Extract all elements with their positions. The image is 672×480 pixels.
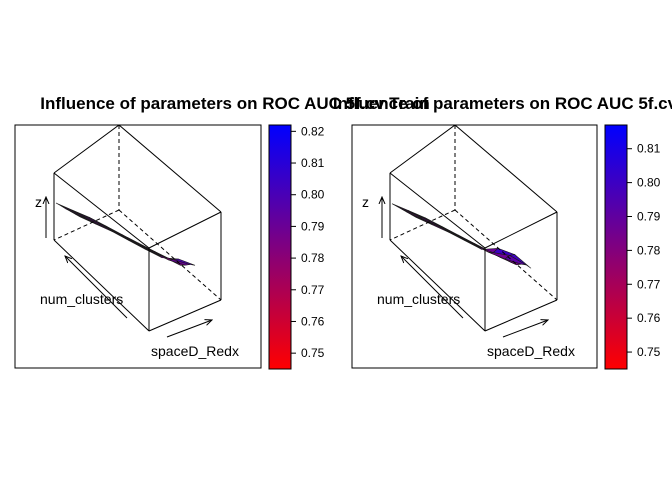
box-edge xyxy=(454,124,558,213)
box-edge xyxy=(148,211,222,249)
box-edge-hidden xyxy=(53,209,120,241)
box-edge xyxy=(148,299,222,332)
colorbar-tick-label: 0.81 xyxy=(301,156,325,170)
colorbar-1: 0.75 0.76 0.77 0.78 0.79 0.80 0.81 0.82 xyxy=(268,124,325,370)
x-axis-arrow xyxy=(502,320,548,338)
colorbar-tick-label: 0.75 xyxy=(301,346,325,360)
y-axis-label-1: num_clusters xyxy=(40,291,123,307)
box-edge-hidden xyxy=(454,209,558,301)
bounding-box-2 xyxy=(382,124,558,338)
colorbar-tick-label: 0.80 xyxy=(301,188,325,202)
x-axis-arrow xyxy=(166,320,212,338)
chart-title-1: Influence of parameters on ROC AUC 5f.cv… xyxy=(40,94,430,113)
surface-2 xyxy=(391,203,532,269)
z-axis-label-1: z xyxy=(35,194,42,210)
box-edge xyxy=(53,239,150,332)
colorbar-tick-label: 0.79 xyxy=(637,210,661,224)
chart-title-2: Influence of parameters on ROC AUC 5f.cv xyxy=(333,94,672,113)
colorbar-2: 0.75 0.76 0.77 0.78 0.79 0.80 0.81 xyxy=(604,124,661,370)
box-edge-hidden xyxy=(389,209,456,241)
box-edge xyxy=(484,299,558,332)
colorbar-scale xyxy=(604,124,628,370)
box-edge xyxy=(389,239,486,332)
colorbar-tick-label: 0.79 xyxy=(301,219,325,233)
colorbar-tick-label: 0.81 xyxy=(637,142,661,156)
x-axis-label-2: spaceD_Redx xyxy=(487,343,575,359)
surface-facet xyxy=(427,221,450,233)
box-edge xyxy=(484,211,558,249)
colorbar-tick-label: 0.77 xyxy=(301,283,325,297)
colorbar-tick-label: 0.78 xyxy=(637,243,661,257)
colorbar-tick-label: 0.82 xyxy=(301,124,325,138)
y-axis-label-2: num_clusters xyxy=(377,291,460,307)
z-axis-label-2: z xyxy=(362,194,369,210)
panel-1: Influence of parameters on ROC AUC 5f.cv… xyxy=(14,94,430,370)
plot-box-1 xyxy=(14,124,262,369)
panel-2: Influence of parameters on ROC AUC 5f.cv… xyxy=(333,94,672,370)
surface-facet xyxy=(91,221,114,233)
colorbar-tick-label: 0.76 xyxy=(637,311,661,325)
y-axis-arrow xyxy=(401,256,464,319)
colorbar-tick-label: 0.76 xyxy=(301,314,325,328)
colorbar-tick-label: 0.78 xyxy=(301,251,325,265)
box-edge xyxy=(118,124,222,213)
x-axis-label-1: spaceD_Redx xyxy=(151,343,239,359)
bounding-box-1 xyxy=(46,124,222,338)
y-axis-arrow xyxy=(65,256,128,319)
box-edge xyxy=(53,172,150,249)
colorbar-tick-label: 0.75 xyxy=(637,345,661,359)
surface-1 xyxy=(55,202,196,266)
colorbar-tick-label: 0.77 xyxy=(637,277,661,291)
surface-facet xyxy=(508,254,532,269)
plot-box-2 xyxy=(351,124,598,369)
colorbar-scale xyxy=(268,124,292,370)
box-edge-hidden xyxy=(118,209,222,301)
colorbar-tick-label: 0.80 xyxy=(637,176,661,190)
box-edge xyxy=(53,124,120,174)
box-edge xyxy=(389,124,456,174)
box-edge xyxy=(389,172,486,249)
surface-facet xyxy=(173,258,196,266)
